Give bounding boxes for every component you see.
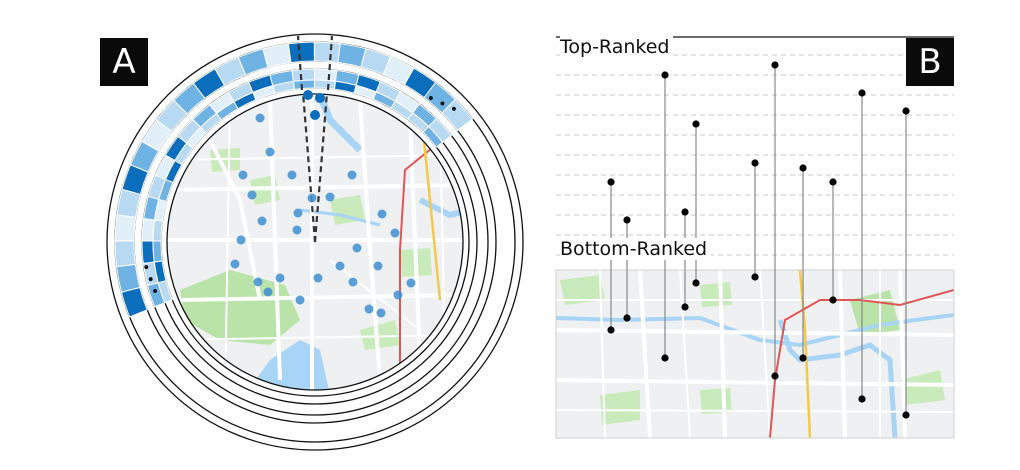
map-point <box>325 192 335 202</box>
rank-dot <box>751 273 759 281</box>
rank-dot <box>681 303 689 311</box>
map-point <box>315 93 325 103</box>
ring-cell <box>152 219 163 242</box>
panel-a: • • • • • • <box>106 33 524 451</box>
rank-dot <box>858 89 866 97</box>
ring-cell <box>152 240 163 263</box>
rank-dot <box>858 395 866 403</box>
rank-dot <box>623 216 631 224</box>
rank-dot <box>661 354 669 362</box>
ring-cell <box>115 263 141 293</box>
ring-cell <box>120 286 148 318</box>
map-point <box>406 278 416 288</box>
map-point <box>287 170 297 180</box>
map-border <box>166 93 464 391</box>
rank-dot <box>607 326 615 334</box>
map-point <box>295 295 305 305</box>
rank-dot <box>829 178 837 186</box>
ring-outer-1 <box>106 33 524 451</box>
rank-dot <box>799 354 807 362</box>
rank-dot <box>799 164 807 172</box>
map-point <box>293 208 303 218</box>
bottom-ranked-label: Bottom-Ranked <box>560 238 712 260</box>
panel-b-badge: B <box>906 38 954 86</box>
map-point <box>257 216 267 226</box>
rank-dot <box>692 279 700 287</box>
panel-a-badge: A <box>100 38 148 86</box>
rank-dot <box>771 61 779 69</box>
rank-dot <box>751 159 759 167</box>
map-point <box>376 308 386 318</box>
map-point <box>275 273 285 283</box>
map-point <box>253 277 263 287</box>
map-point <box>373 261 383 271</box>
map-point <box>390 228 400 238</box>
map-point <box>236 235 246 245</box>
circle-points <box>230 90 416 318</box>
map-point <box>364 304 374 314</box>
ring-cell <box>313 79 337 90</box>
ring-cell <box>422 125 444 148</box>
map-point <box>393 290 403 300</box>
map-point <box>247 190 257 200</box>
ring-cells <box>114 41 474 318</box>
map-point <box>348 277 358 287</box>
rank-dot <box>902 107 910 115</box>
ring-cell <box>313 41 341 64</box>
panel-b <box>555 36 955 439</box>
rank-dot <box>607 178 615 186</box>
rank-dot <box>661 71 669 79</box>
map-point <box>310 110 320 120</box>
map-point <box>377 209 387 219</box>
map-point <box>352 243 362 253</box>
map-point <box>307 193 317 203</box>
ring-cell <box>141 240 155 264</box>
rect-map <box>556 270 954 438</box>
ring-cell <box>114 214 137 242</box>
rank-dot <box>692 120 700 128</box>
rank-dot <box>902 411 910 419</box>
map-point <box>255 113 265 123</box>
map-point <box>347 170 357 180</box>
map-point <box>238 170 248 180</box>
ring-cell <box>441 98 474 132</box>
rank-dot <box>829 296 837 304</box>
rank-dot <box>681 208 689 216</box>
ring-cell <box>313 68 338 82</box>
ring-cell <box>292 79 316 90</box>
rank-dot <box>771 372 779 380</box>
top-ranked-label: Top-Ranked <box>560 36 674 58</box>
ring-cell <box>114 240 136 268</box>
map-point <box>335 261 345 271</box>
rank-dot <box>623 314 631 322</box>
map-point <box>303 90 313 100</box>
map-point <box>265 147 275 157</box>
map-point <box>313 273 323 283</box>
map-point <box>263 287 273 297</box>
map-point <box>230 259 240 269</box>
ring-cell <box>287 41 315 64</box>
map-point <box>292 225 302 235</box>
